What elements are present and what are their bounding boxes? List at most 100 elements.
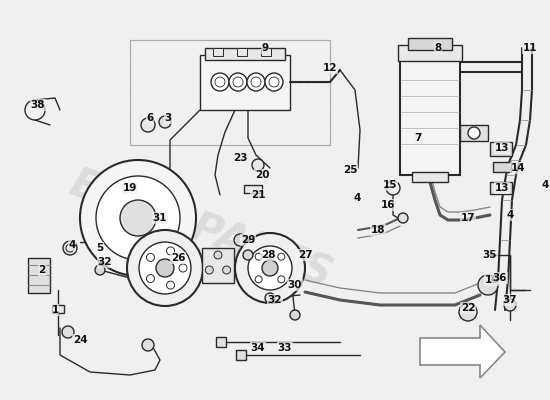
Text: 27: 27 bbox=[298, 250, 312, 260]
Text: 4: 4 bbox=[507, 210, 514, 220]
Text: 17: 17 bbox=[461, 213, 475, 223]
Bar bbox=[408, 38, 452, 50]
Circle shape bbox=[398, 213, 408, 223]
Circle shape bbox=[468, 127, 480, 139]
Text: 2: 2 bbox=[39, 265, 46, 275]
Text: 28: 28 bbox=[261, 250, 275, 260]
Text: 25: 25 bbox=[343, 165, 358, 175]
Circle shape bbox=[167, 281, 174, 289]
Text: 13: 13 bbox=[495, 183, 509, 193]
Circle shape bbox=[141, 118, 155, 132]
Circle shape bbox=[255, 276, 262, 283]
Circle shape bbox=[265, 293, 275, 303]
Circle shape bbox=[247, 73, 265, 91]
Circle shape bbox=[96, 176, 180, 260]
Text: 31: 31 bbox=[153, 213, 167, 223]
Bar bbox=[130, 40, 330, 145]
Text: 26: 26 bbox=[170, 253, 185, 263]
Bar bbox=[493, 162, 511, 172]
Bar bbox=[261, 48, 271, 56]
Bar bbox=[130, 40, 330, 145]
Bar bbox=[28, 258, 50, 293]
Text: 13: 13 bbox=[495, 143, 509, 153]
Circle shape bbox=[167, 247, 174, 255]
Bar bbox=[202, 248, 234, 283]
Circle shape bbox=[252, 159, 264, 171]
Circle shape bbox=[223, 266, 230, 274]
Text: 14: 14 bbox=[511, 163, 525, 173]
Circle shape bbox=[205, 266, 213, 274]
Text: 33: 33 bbox=[278, 343, 292, 353]
Text: 35: 35 bbox=[483, 250, 497, 260]
Text: 11: 11 bbox=[522, 43, 537, 53]
Circle shape bbox=[156, 259, 174, 277]
Circle shape bbox=[63, 241, 77, 255]
Text: 29: 29 bbox=[241, 235, 255, 245]
Text: 19: 19 bbox=[123, 183, 137, 193]
Circle shape bbox=[234, 234, 246, 246]
Text: 8: 8 bbox=[434, 43, 442, 53]
Bar bbox=[200, 55, 290, 110]
Circle shape bbox=[255, 253, 262, 260]
Text: 38: 38 bbox=[31, 100, 45, 110]
Circle shape bbox=[386, 181, 400, 195]
Text: 34: 34 bbox=[251, 343, 265, 353]
Text: 6: 6 bbox=[146, 113, 153, 123]
Bar bbox=[244, 185, 262, 193]
Bar bbox=[490, 182, 512, 194]
Circle shape bbox=[127, 230, 203, 306]
Circle shape bbox=[109, 242, 121, 254]
Bar bbox=[216, 337, 226, 347]
Circle shape bbox=[243, 250, 253, 260]
Text: 12: 12 bbox=[323, 63, 337, 73]
Text: 32: 32 bbox=[98, 257, 112, 267]
Text: 3: 3 bbox=[164, 113, 172, 123]
Bar bbox=[490, 142, 512, 156]
Text: 24: 24 bbox=[73, 335, 87, 345]
Text: 4: 4 bbox=[68, 240, 76, 250]
Circle shape bbox=[159, 116, 171, 128]
Text: 20: 20 bbox=[255, 170, 270, 180]
Text: a Lamborghini parts site!: a Lamborghini parts site! bbox=[121, 252, 279, 278]
Bar bbox=[398, 45, 462, 61]
Text: 4: 4 bbox=[353, 193, 361, 203]
Bar bbox=[400, 55, 460, 175]
Circle shape bbox=[146, 254, 155, 262]
Circle shape bbox=[146, 274, 155, 282]
Polygon shape bbox=[420, 325, 505, 378]
Bar bbox=[412, 172, 448, 182]
Circle shape bbox=[235, 233, 305, 303]
Circle shape bbox=[120, 200, 156, 236]
Circle shape bbox=[80, 160, 196, 276]
Text: 16: 16 bbox=[381, 200, 395, 210]
Text: 7: 7 bbox=[414, 133, 422, 143]
Bar bbox=[237, 48, 247, 56]
Text: 9: 9 bbox=[261, 43, 268, 53]
Circle shape bbox=[459, 303, 477, 321]
Text: 23: 23 bbox=[233, 153, 248, 163]
Text: 4: 4 bbox=[541, 180, 549, 190]
Bar bbox=[205, 48, 285, 60]
Bar bbox=[236, 350, 246, 360]
Circle shape bbox=[214, 251, 222, 259]
Text: EUROPARTS: EUROPARTS bbox=[63, 163, 337, 297]
Text: 15: 15 bbox=[383, 180, 397, 190]
Text: 36: 36 bbox=[493, 273, 507, 283]
Circle shape bbox=[211, 73, 229, 91]
Circle shape bbox=[262, 260, 278, 276]
Text: 21: 21 bbox=[251, 190, 265, 200]
Bar bbox=[460, 125, 488, 141]
Text: 30: 30 bbox=[288, 280, 303, 290]
Text: 18: 18 bbox=[371, 225, 385, 235]
Text: 1: 1 bbox=[51, 305, 59, 315]
Circle shape bbox=[248, 246, 292, 290]
Text: 10: 10 bbox=[485, 275, 499, 285]
Circle shape bbox=[290, 310, 300, 320]
Circle shape bbox=[229, 73, 247, 91]
Circle shape bbox=[95, 265, 105, 275]
Text: 37: 37 bbox=[503, 295, 518, 305]
Text: 22: 22 bbox=[461, 303, 475, 313]
Text: 32: 32 bbox=[268, 295, 282, 305]
Text: 5: 5 bbox=[96, 243, 103, 253]
Bar bbox=[213, 48, 223, 56]
